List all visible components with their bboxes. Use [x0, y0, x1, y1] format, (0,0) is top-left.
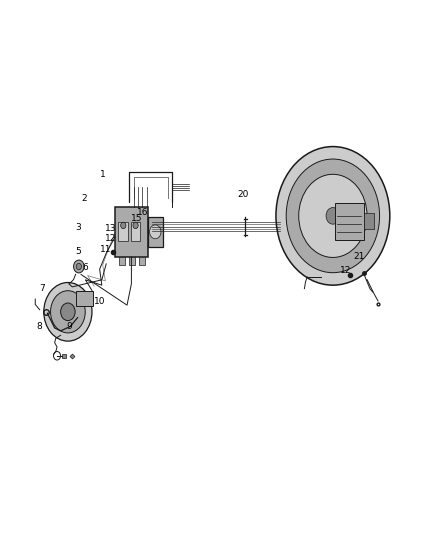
- Text: 8: 8: [36, 322, 42, 330]
- Text: 21: 21: [353, 253, 365, 261]
- Circle shape: [74, 260, 84, 273]
- Circle shape: [276, 147, 390, 285]
- Bar: [131, 222, 140, 241]
- Circle shape: [286, 159, 380, 273]
- Bar: [76, 291, 93, 306]
- Text: 15: 15: [131, 214, 142, 223]
- Text: 20: 20: [237, 190, 249, 199]
- Circle shape: [326, 207, 340, 224]
- Text: 10: 10: [94, 297, 106, 305]
- Circle shape: [76, 263, 81, 270]
- Text: 1: 1: [100, 171, 106, 179]
- Text: 13: 13: [105, 224, 116, 232]
- Text: 12: 12: [340, 266, 352, 275]
- Circle shape: [44, 282, 92, 341]
- Text: 12: 12: [105, 235, 116, 243]
- Text: 5: 5: [75, 247, 81, 256]
- Bar: [148, 217, 163, 247]
- Bar: [335, 203, 364, 240]
- Circle shape: [149, 225, 161, 239]
- Text: 11: 11: [100, 245, 112, 254]
- Text: 9: 9: [66, 322, 72, 330]
- Circle shape: [60, 303, 75, 321]
- Bar: [129, 257, 135, 265]
- Bar: [119, 257, 125, 265]
- Circle shape: [299, 174, 367, 257]
- Text: 7: 7: [39, 285, 45, 293]
- Circle shape: [133, 222, 138, 229]
- Text: 3: 3: [75, 223, 81, 232]
- Bar: [118, 222, 128, 241]
- Text: 2: 2: [81, 195, 87, 203]
- Bar: [364, 213, 374, 229]
- Text: 6: 6: [82, 263, 88, 272]
- Bar: [115, 207, 148, 257]
- Circle shape: [121, 222, 126, 229]
- Circle shape: [50, 290, 85, 333]
- Text: 16: 16: [137, 208, 148, 216]
- Bar: [138, 257, 145, 265]
